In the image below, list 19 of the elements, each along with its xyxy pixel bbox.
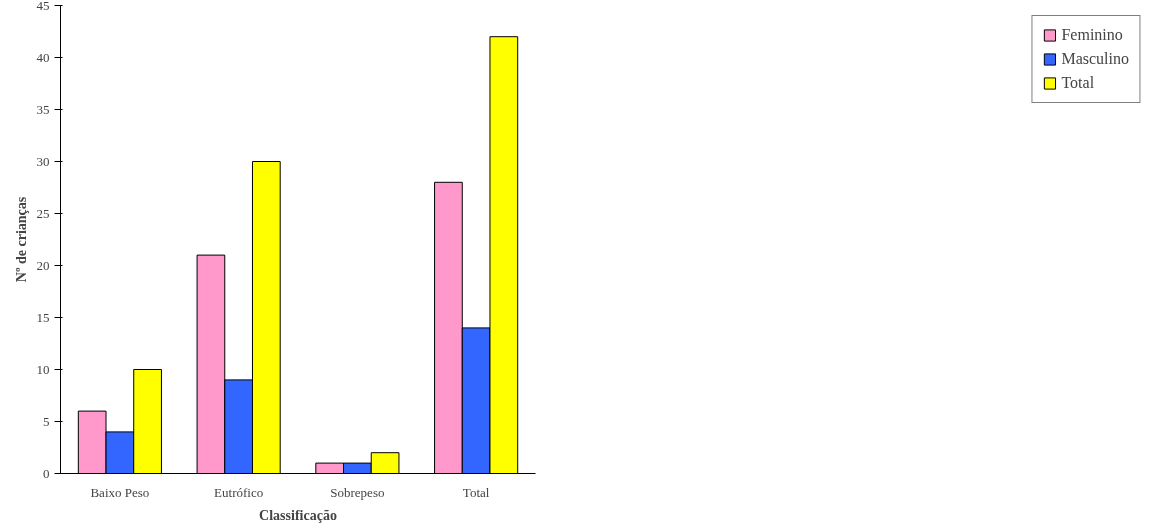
x-axis-title: Classificação xyxy=(259,507,337,523)
y-tick-label: 15 xyxy=(36,309,50,325)
y-tick-label: 20 xyxy=(36,257,50,273)
y-tick-label: 5 xyxy=(43,413,50,429)
legend-label: Total xyxy=(1061,74,1095,92)
y-tick-label: 0 xyxy=(43,465,50,481)
legend-label: Feminino xyxy=(1061,26,1123,44)
y-tick-label: 10 xyxy=(36,361,50,377)
y-axis-title: Nº de crianças xyxy=(13,196,29,283)
x-tick-label: Eutrófico xyxy=(214,484,264,500)
y-tick-label: 45 xyxy=(36,0,50,13)
x-tick-label: Total xyxy=(462,484,490,500)
y-tick-label: 30 xyxy=(36,153,50,169)
legend-label: Masculino xyxy=(1061,50,1129,68)
y-tick-label: 35 xyxy=(36,101,50,117)
y-tick-label: 25 xyxy=(36,205,50,221)
y-tick-label: 40 xyxy=(36,49,50,65)
x-tick-label: Sobrepeso xyxy=(330,484,385,500)
x-tick-label: Baixo Peso xyxy=(90,484,150,500)
